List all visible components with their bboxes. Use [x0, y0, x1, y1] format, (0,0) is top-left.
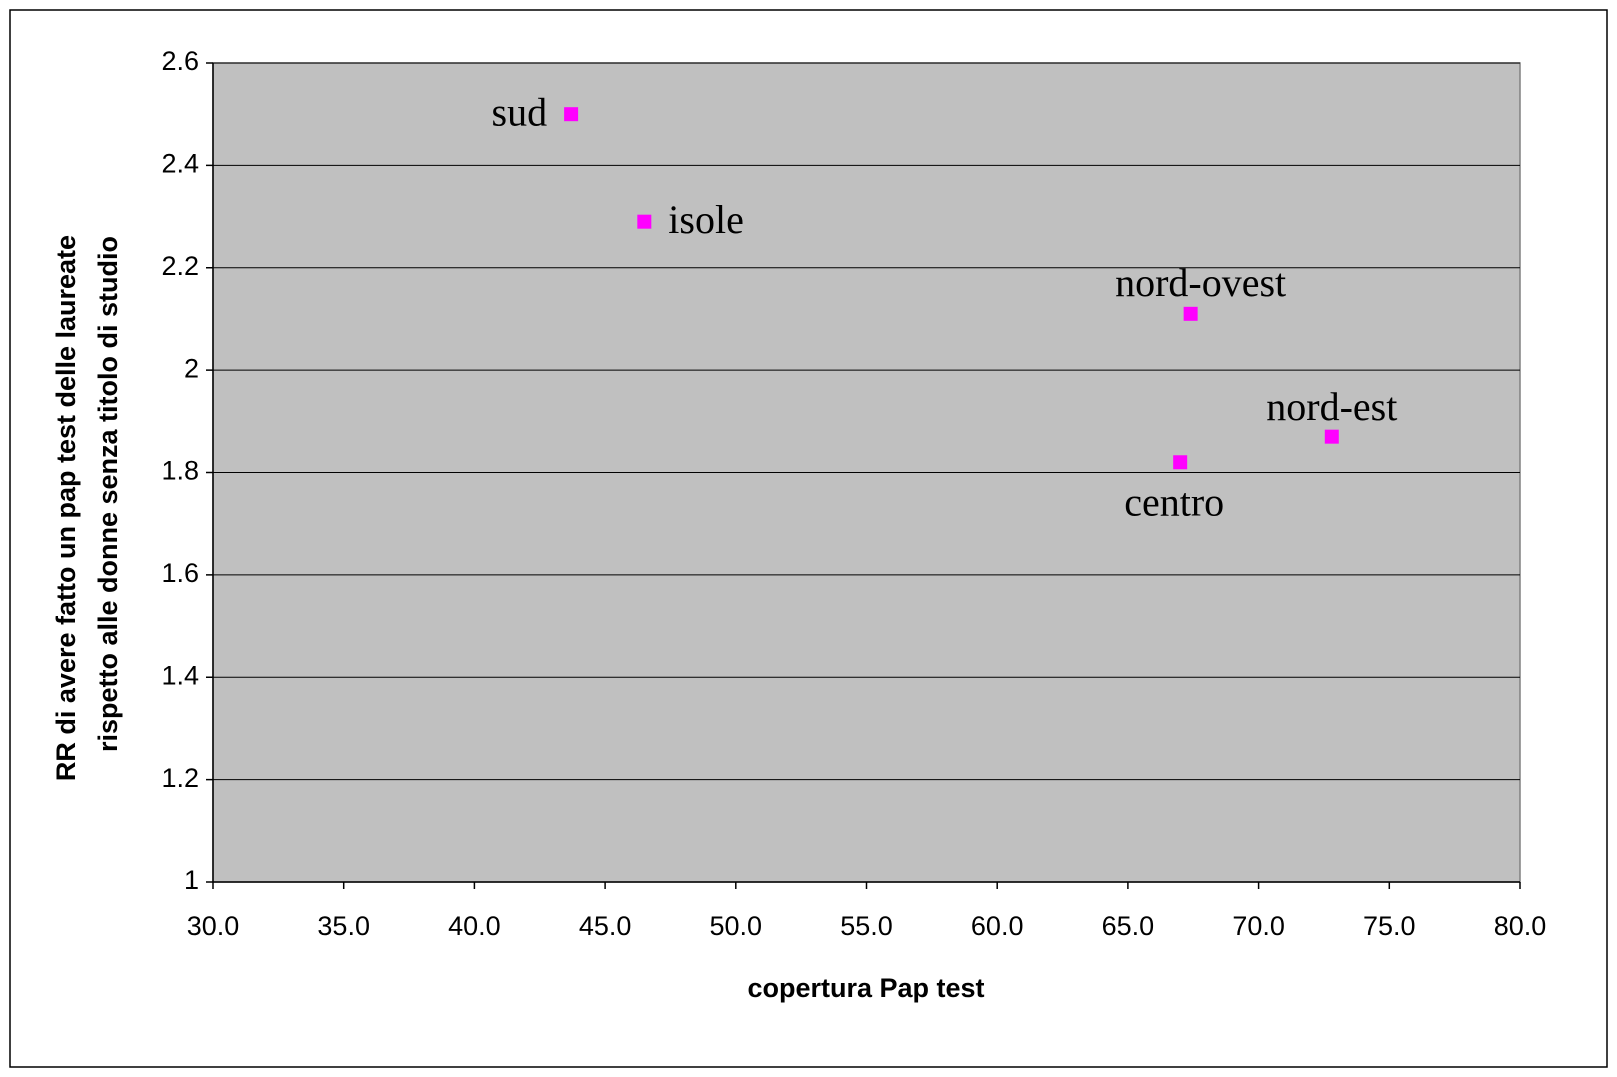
x-tick-label: 45.0: [579, 911, 632, 941]
x-tick-label: 75.0: [1363, 911, 1416, 941]
x-tick-label: 60.0: [971, 911, 1024, 941]
x-tick-label: 50.0: [710, 911, 763, 941]
y-tick-label: 2: [184, 353, 199, 383]
x-tick-label: 30.0: [187, 911, 240, 941]
y-tick-label: 1.8: [161, 456, 199, 486]
x-tick-label: 40.0: [448, 911, 501, 941]
point: [1173, 455, 1188, 470]
x-tick-label: 80.0: [1494, 911, 1547, 941]
x-tick-label: 70.0: [1232, 911, 1285, 941]
x-tick-label: 55.0: [840, 911, 893, 941]
y-tick-label: 2.4: [161, 149, 199, 179]
y-tick-label: 1.4: [161, 660, 199, 690]
y-tick-label: 1.6: [161, 558, 199, 588]
point-label: isole: [668, 197, 744, 242]
x-tick-label: 65.0: [1102, 911, 1155, 941]
point: [637, 214, 652, 229]
y-axis-title: RR di avere fatto un pap test delle laur…: [51, 235, 81, 781]
point: [1183, 306, 1198, 321]
y-axis-title: rispetto alle donne senza titolo di stud…: [93, 236, 123, 752]
point-label: nord-ovest: [1115, 260, 1286, 305]
x-tick-label: 35.0: [317, 911, 370, 941]
point-label: nord-est: [1266, 384, 1397, 429]
y-tick-label: 2.2: [161, 251, 199, 281]
point: [564, 107, 579, 122]
x-axis-title: copertura Pap test: [747, 973, 984, 1003]
y-tick-label: 1: [184, 865, 199, 895]
point: [1324, 429, 1339, 444]
y-tick-label: 1.2: [161, 763, 199, 793]
point-label: sud: [492, 89, 548, 134]
y-tick-label: 2.6: [161, 46, 199, 76]
point-label: centro: [1124, 479, 1224, 524]
